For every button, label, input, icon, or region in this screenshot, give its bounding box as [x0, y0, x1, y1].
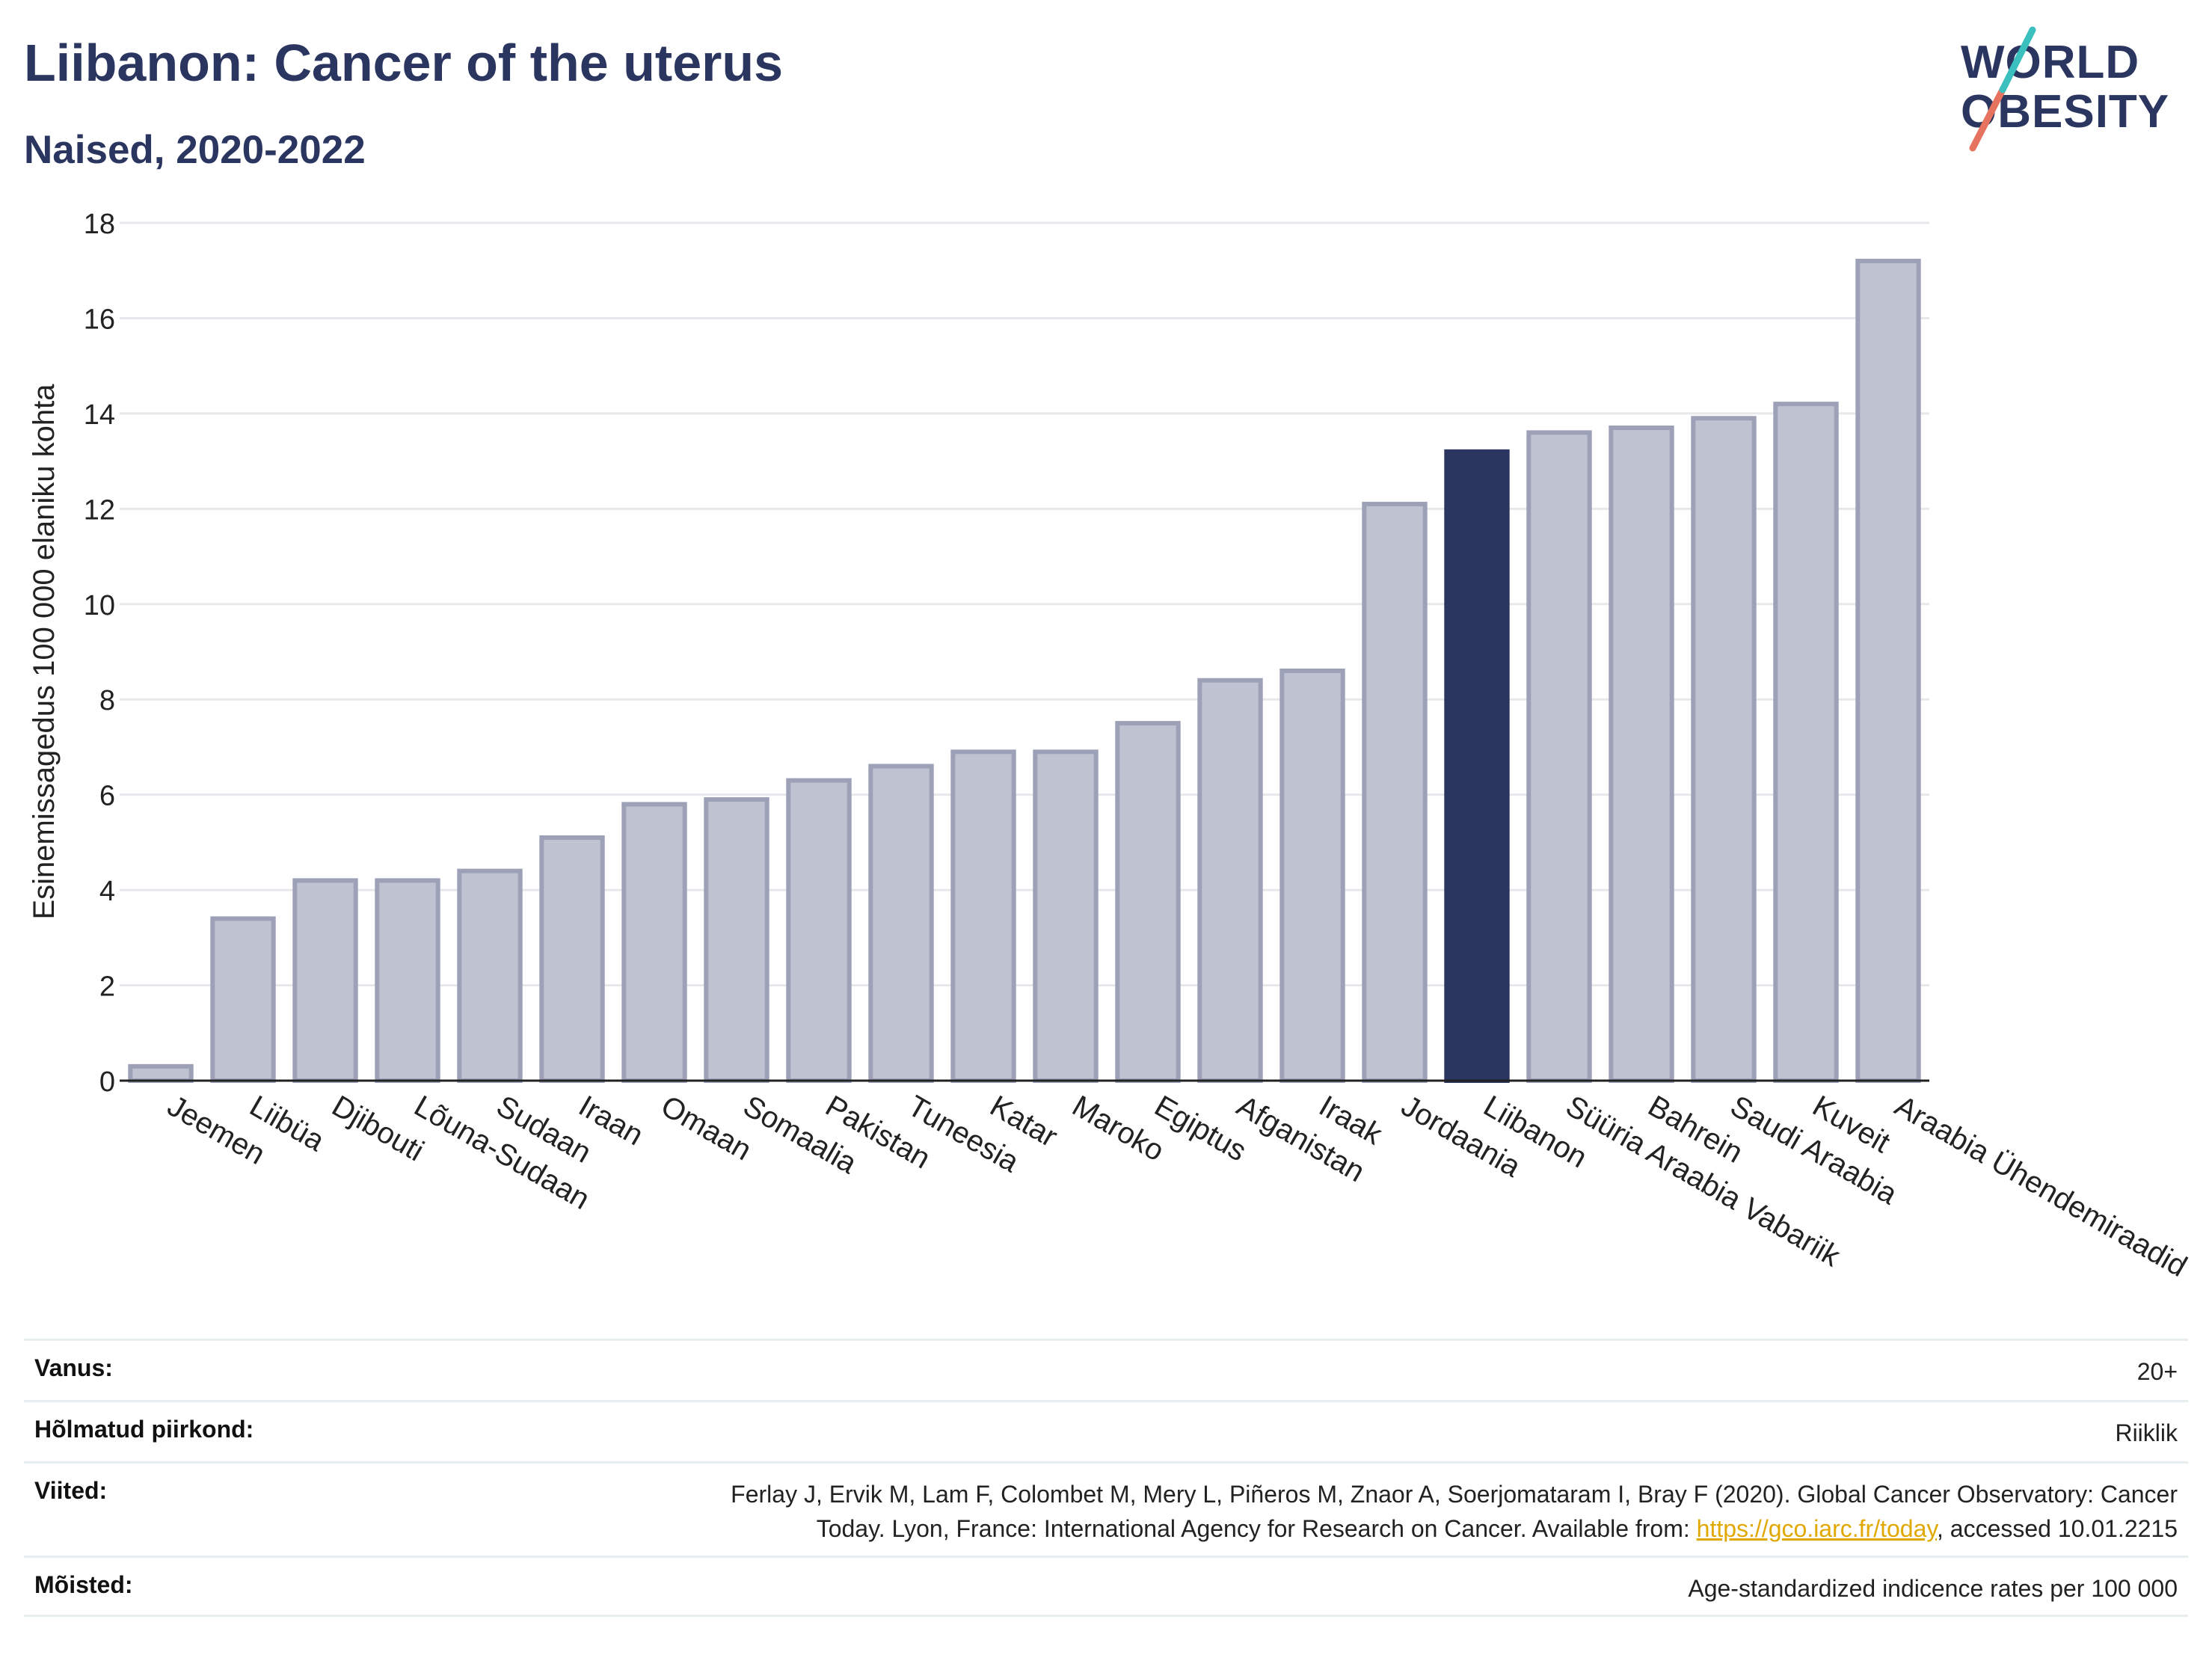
logo-line-1: WORLD [1961, 37, 2140, 88]
bar [1855, 258, 1921, 1083]
bar [1691, 416, 1757, 1083]
logo-slash-teal [1999, 26, 2036, 93]
chart-subtitle: Naised, 2020-2022 [24, 128, 366, 172]
references-link[interactable]: https://gco.iarc.fr/today [1696, 1515, 1937, 1542]
bar [375, 878, 440, 1084]
y-axis-title: Esinemissagedus 100 000 elaniku kohta [28, 384, 61, 920]
y-tick-label: 10 [84, 590, 115, 621]
bar [950, 749, 1016, 1083]
y-tick-label: 12 [84, 494, 115, 526]
bar [1197, 678, 1263, 1083]
bar [786, 778, 852, 1084]
bar [292, 878, 358, 1084]
y-tick-label: 0 [99, 1066, 115, 1098]
chart-title: Liibanon: Cancer of the uterus [24, 34, 784, 92]
bar [457, 868, 523, 1083]
region-value: Riiklik [2115, 1419, 2178, 1446]
info-row-region: Hõlmatud piirkond: Riiklik [24, 1400, 2188, 1461]
bar [704, 797, 769, 1084]
world-obesity-logo: WORLD OBESITY [1952, 21, 2206, 156]
bar [128, 1063, 194, 1083]
bar [1033, 749, 1099, 1083]
y-tick-label: 8 [99, 685, 115, 716]
bar [1526, 430, 1592, 1083]
age-value: 20+ [2136, 1358, 2178, 1385]
references-label: Viited: [34, 1477, 108, 1504]
y-tick-label: 2 [99, 971, 115, 1003]
x-tick-label: Omaan [656, 1090, 758, 1167]
x-tick-label: Djibouti [327, 1090, 430, 1168]
bar [210, 916, 276, 1084]
age-label: Vanus: [34, 1354, 113, 1381]
bar [1773, 402, 1839, 1083]
references-line-2-end: , accessed 10.01.2215 [1936, 1515, 2178, 1542]
info-row-age: Vanus: 20+ [24, 1339, 2188, 1400]
bar [1115, 721, 1181, 1083]
bar-highlight [1444, 449, 1510, 1083]
x-tick-label: Maroko [1067, 1090, 1170, 1168]
logo-line-2: OBESITY [1961, 86, 2170, 138]
bar [1609, 426, 1674, 1083]
y-tick-label: 6 [99, 781, 115, 812]
info-row-references: Viited: Ferlay J, Ervik M, Lam F, Colomb… [24, 1461, 2188, 1556]
bar [1362, 501, 1428, 1083]
y-tick-label: 16 [84, 304, 115, 335]
info-table: Vanus: 20+ Hõlmatud piirkond: Riiklik Vi… [24, 1339, 2188, 1617]
references-line-1: Ferlay J, Ervik M, Lam F, Colombet M, Me… [731, 1481, 2178, 1508]
references-value: Ferlay J, Ervik M, Lam F, Colombet M, Me… [731, 1477, 2178, 1546]
x-tick-label: Egiptus [1149, 1090, 1253, 1168]
bar [1279, 668, 1345, 1083]
logo-slash-coral [1969, 86, 2006, 152]
x-tick-label: Araabia Ühendemiraadid [1890, 1090, 2193, 1283]
bar [539, 835, 605, 1084]
info-row-definitions: Mõisted: Age-standardized indicence rate… [24, 1556, 2188, 1617]
y-tick-label: 4 [99, 876, 115, 907]
bar-chart: 0 2 4 6 8 10 12 14 16 18 Esinemissagedus 100 000 e… [28, 209, 2193, 1283]
logo-slash-icon [1969, 26, 2036, 152]
references-line-2-start: Today. Lyon, France: International Agenc… [816, 1515, 1697, 1542]
definitions-value: Age-standardized indicence rates per 100… [1688, 1575, 2178, 1602]
region-label: Hõlmatud piirkond: [34, 1416, 254, 1443]
bar [621, 802, 687, 1084]
y-tick-label: 14 [84, 399, 115, 431]
bar [868, 764, 934, 1084]
definitions-label: Mõisted: [34, 1571, 133, 1598]
y-tick-label: 18 [84, 209, 115, 240]
